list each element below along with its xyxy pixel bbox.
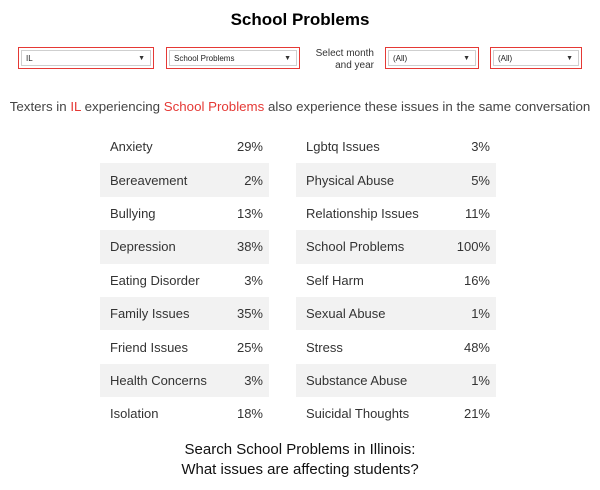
table-row: Suicidal Thoughts 21% bbox=[296, 397, 496, 430]
issue-percent: 11% bbox=[464, 205, 490, 221]
month-select[interactable]: (All) ▼ bbox=[385, 47, 479, 69]
issue-label: Stress bbox=[306, 339, 343, 355]
issue-select-value: School Problems bbox=[174, 53, 235, 63]
table-row: Lgbtq Issues 3% bbox=[296, 130, 496, 163]
issue-percent: 100% bbox=[456, 239, 490, 255]
issue-percent: 1% bbox=[471, 372, 490, 388]
issue-label: Health Concerns bbox=[110, 372, 207, 388]
table-row: Bereavement 2% bbox=[100, 163, 269, 197]
table-row: Friend Issues 25% bbox=[100, 330, 269, 363]
subtitle-mid: experiencing bbox=[80, 99, 164, 114]
page-title: School Problems bbox=[230, 10, 370, 29]
table-row: Bullying 13% bbox=[100, 197, 269, 230]
table-row: Substance Abuse 1% bbox=[296, 363, 496, 398]
table-row: Health Concerns 3% bbox=[100, 363, 269, 398]
table-row: Eating Disorder 3% bbox=[100, 264, 269, 297]
issue-percent: 35% bbox=[236, 306, 263, 322]
subtitle: Texters in IL experiencing School Proble… bbox=[0, 99, 600, 114]
issue-percent: 21% bbox=[463, 406, 490, 422]
issue-label: Sexual Abuse bbox=[306, 306, 386, 322]
issue-percent: 3% bbox=[244, 372, 263, 388]
issue-label: Isolation bbox=[110, 406, 159, 422]
table-row: Stress 48% bbox=[296, 330, 496, 363]
table-row: Relationship Issues 11% bbox=[296, 197, 496, 230]
issue-label: Family Issues bbox=[110, 306, 190, 322]
issue-label: Friend Issues bbox=[110, 339, 189, 355]
issue-percent: 1% bbox=[471, 306, 490, 322]
table-row: Depression 38% bbox=[100, 230, 269, 264]
month-year-label: Select month and year bbox=[310, 48, 374, 72]
chevron-down-icon: ▼ bbox=[463, 54, 470, 62]
issue-label: Bereavement bbox=[110, 172, 188, 188]
table-row: Self Harm 16% bbox=[296, 264, 496, 297]
issue-label: School Problems bbox=[306, 239, 405, 255]
issue-label: Substance Abuse bbox=[306, 372, 408, 388]
issue-percent: 3% bbox=[471, 139, 490, 155]
issue-label: Anxiety bbox=[110, 139, 153, 155]
issue-percent: 29% bbox=[236, 139, 263, 155]
issues-table-right: Lgbtq Issues 3% Physical Abuse 5% Relationsh… bbox=[296, 130, 496, 431]
issue-label: Bullying bbox=[110, 205, 156, 221]
issue-percent: 3% bbox=[244, 272, 263, 288]
month-select-value: (All) bbox=[393, 53, 408, 63]
year-select-value: (All) bbox=[498, 53, 513, 63]
issue-select-box[interactable]: School Problems ▼ bbox=[169, 50, 297, 66]
state-select-value: IL bbox=[26, 53, 33, 63]
subtitle-state: IL bbox=[70, 99, 81, 114]
footer-line2: What issues are affecting students? bbox=[181, 461, 419, 478]
subtitle-suffix: also experience these issues in the same… bbox=[264, 99, 591, 114]
chevron-down-icon: ▼ bbox=[566, 54, 573, 62]
table-row: Anxiety 29% bbox=[100, 130, 269, 163]
month-year-label-line1: Select month bbox=[315, 48, 374, 59]
issue-percent: 18% bbox=[236, 406, 263, 422]
issue-label: Relationship Issues bbox=[306, 205, 419, 221]
table-row: School Problems 100% bbox=[296, 230, 496, 264]
chevron-down-icon: ▼ bbox=[138, 54, 145, 62]
state-select[interactable]: IL ▼ bbox=[18, 47, 154, 69]
year-select-box[interactable]: (All) ▼ bbox=[493, 50, 579, 66]
issues-table-left: Anxiety 29% Bereavement 2% Bullying 13% Depres… bbox=[100, 130, 269, 431]
table-row: Physical Abuse 5% bbox=[296, 163, 496, 197]
issue-percent: 38% bbox=[236, 239, 263, 255]
table-row: Isolation 18% bbox=[100, 397, 269, 430]
issue-percent: 13% bbox=[236, 205, 263, 221]
state-select-box[interactable]: IL ▼ bbox=[21, 50, 151, 66]
footer-line1: Search School Problems in Illinois: bbox=[184, 441, 416, 458]
issue-percent: 25% bbox=[236, 339, 263, 355]
issue-percent: 5% bbox=[471, 172, 490, 188]
subtitle-issue: School Problems bbox=[163, 99, 265, 114]
issue-select[interactable]: School Problems ▼ bbox=[166, 47, 300, 69]
chevron-down-icon: ▼ bbox=[284, 54, 291, 62]
year-select[interactable]: (All) ▼ bbox=[490, 47, 582, 69]
issue-label: Lgbtq Issues bbox=[306, 139, 380, 155]
subtitle-prefix: Texters in bbox=[9, 99, 71, 114]
table-row: Family Issues 35% bbox=[100, 296, 269, 331]
issue-percent: 16% bbox=[463, 272, 490, 288]
month-select-box[interactable]: (All) ▼ bbox=[388, 50, 476, 66]
issue-percent: 48% bbox=[463, 339, 490, 355]
table-row: Sexual Abuse 1% bbox=[296, 296, 496, 331]
issue-label: Self Harm bbox=[306, 272, 364, 288]
issue-label: Suicidal Thoughts bbox=[306, 406, 410, 422]
month-year-label-line2: and year bbox=[335, 60, 374, 71]
issue-label: Eating Disorder bbox=[110, 272, 200, 288]
issue-label: Depression bbox=[110, 239, 176, 255]
issue-label: Physical Abuse bbox=[306, 172, 395, 188]
issue-percent: 2% bbox=[244, 172, 263, 188]
footer-caption: Search School Problems in Illinois: What… bbox=[0, 440, 600, 480]
